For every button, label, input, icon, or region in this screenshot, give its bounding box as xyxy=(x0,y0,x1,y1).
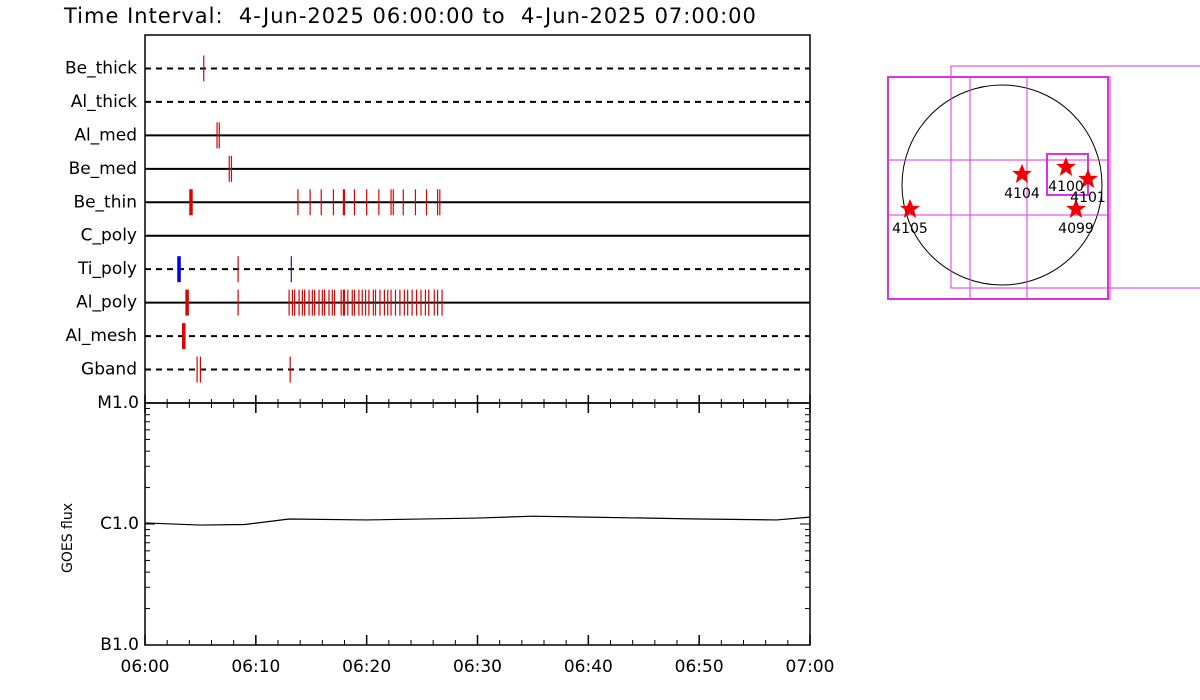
x-tick-label: 06:30 xyxy=(453,657,502,677)
y-tick-label: C1.0 xyxy=(100,514,139,534)
row-label: Be_thick xyxy=(65,58,137,78)
row-label: Al_mesh xyxy=(65,326,137,346)
x-tick-label: 07:00 xyxy=(786,657,835,677)
region-star xyxy=(1056,157,1076,176)
x-tick-label: 06:50 xyxy=(675,657,724,677)
region-star xyxy=(1078,169,1098,188)
y-tick-label: B1.0 xyxy=(100,635,139,655)
x-tick-label: 06:40 xyxy=(564,657,613,677)
solar-disk xyxy=(901,84,1103,286)
region-star xyxy=(900,199,920,218)
row-label: Ti_poly xyxy=(77,259,137,279)
region-label: 4105 xyxy=(892,221,928,237)
row-label: Al_thick xyxy=(71,92,137,112)
row-label: Al_med xyxy=(74,125,137,145)
y-tick-label: M1.0 xyxy=(97,393,139,413)
row-label: Gband xyxy=(81,360,137,380)
region-star xyxy=(1012,164,1032,183)
fov-box xyxy=(969,76,1111,300)
x-tick-label: 06:00 xyxy=(121,657,170,677)
row-label: Be_med xyxy=(69,159,137,179)
row-label: C_poly xyxy=(81,226,137,246)
region-label: 4104 xyxy=(1004,186,1040,202)
region-label: 4099 xyxy=(1058,221,1094,237)
title: Time Interval: 4-Jun-2025 06:00:00 to 4-… xyxy=(63,4,757,28)
region-label: 4100 xyxy=(1048,179,1084,195)
row-label: Be_thin xyxy=(73,192,137,212)
x-tick-label: 06:10 xyxy=(231,657,280,677)
goes-flux-line xyxy=(144,515,811,526)
fov-box xyxy=(950,65,1200,289)
row-label: Al_poly xyxy=(76,293,137,313)
active-regions xyxy=(900,157,1098,218)
region-star xyxy=(1066,199,1086,218)
y-axis-label: GOES flux xyxy=(60,503,76,573)
region-label: 4101 xyxy=(1070,190,1106,206)
x-tick-label: 06:20 xyxy=(342,657,391,677)
